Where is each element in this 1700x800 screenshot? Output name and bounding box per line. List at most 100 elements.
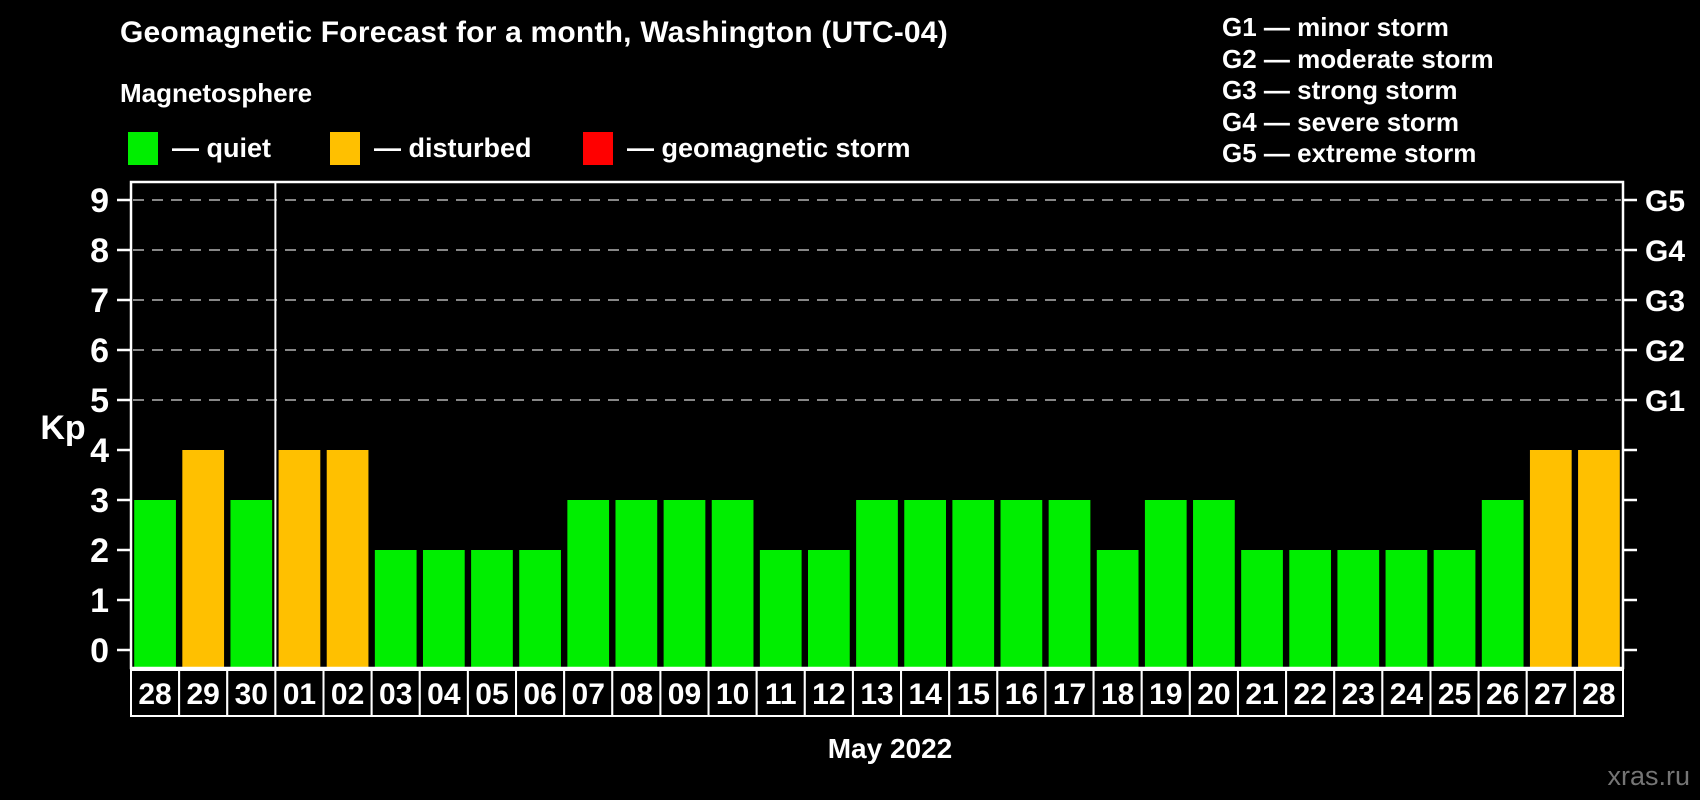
date-cell-label: 11 (765, 678, 797, 711)
kp-bar (1578, 450, 1620, 667)
date-cell-label: 05 (475, 678, 508, 711)
kp-bar (1193, 500, 1235, 667)
date-cell-label: 29 (187, 678, 220, 711)
date-cell (1381, 669, 1432, 717)
quiet-color-swatch (128, 131, 158, 165)
g-axis-label: G3 (1645, 285, 1685, 318)
legend-item-disturbed: — disturbed (330, 130, 532, 166)
kp-bar (567, 500, 610, 667)
legend-label-disturbed: — disturbed (374, 132, 532, 163)
kp-bar (1385, 550, 1428, 667)
date-cell-label: 01 (283, 678, 316, 711)
kp-bar (711, 500, 754, 667)
y-axis-title: Kp (40, 409, 85, 447)
g-scale-legend-line: G1 — minor storm (1222, 12, 1449, 42)
date-cell (1044, 669, 1095, 717)
kp-bar (1096, 550, 1139, 667)
kp-bar (182, 450, 225, 667)
kp-bar (856, 500, 898, 667)
g-scale-legend-line: G2 — moderate storm (1222, 43, 1494, 74)
date-cell-label: 09 (668, 678, 701, 711)
g-scale-legend-line: G3 — strong storm (1222, 75, 1458, 105)
legend-item-quiet: — quiet (128, 130, 271, 166)
kp-bar (952, 500, 995, 667)
kp-bar (904, 500, 946, 667)
date-cell-label: 08 (620, 678, 653, 711)
date-cell-label: 03 (379, 678, 412, 711)
y-tick-label: 6 (90, 332, 109, 370)
kp-bar (422, 550, 465, 667)
date-cell (1333, 669, 1384, 717)
disturbed-color-swatch (330, 131, 360, 165)
legend-label-storm: — geomagnetic storm (627, 132, 911, 163)
date-cell-label: 16 (1005, 678, 1038, 711)
date-cell (178, 669, 229, 717)
kp-bar (278, 450, 321, 667)
kp-bar (519, 550, 561, 667)
g-axis-label: G5 (1645, 185, 1685, 218)
kp-bar (471, 550, 513, 667)
date-cell (611, 669, 662, 717)
date-cell (226, 669, 277, 717)
date-cell-label: 23 (1342, 678, 1375, 711)
storm-color-swatch (583, 131, 613, 165)
kp-bar (1048, 500, 1091, 667)
date-cell (418, 669, 469, 717)
y-tick-label: 8 (90, 232, 109, 270)
chart-title: Geomagnetic Forecast for a month, Washin… (120, 16, 948, 49)
g-axis-label: G4 (1645, 235, 1685, 268)
watermark: xras.ru (1607, 761, 1690, 791)
kp-bar (374, 550, 417, 667)
date-cell-label: 12 (812, 678, 845, 711)
date-cell-label: 13 (860, 678, 893, 711)
kp-bar (1000, 500, 1043, 667)
date-cell (274, 669, 325, 717)
date-cell-label: 17 (1053, 678, 1086, 711)
date-cell-label: 07 (572, 678, 605, 711)
y-tick-label: 1 (90, 582, 109, 620)
kp-bar (759, 550, 802, 667)
date-cell-label: 30 (235, 678, 268, 711)
date-cell (130, 669, 181, 717)
date-cell-label: 25 (1438, 678, 1471, 711)
kp-bar (326, 450, 369, 667)
kp-bar (1433, 550, 1476, 667)
date-cell-label: 27 (1534, 678, 1567, 711)
date-cell (1477, 669, 1528, 717)
y-tick-label: 0 (90, 632, 109, 670)
date-cell-label: 02 (331, 678, 364, 711)
date-cell (707, 669, 758, 717)
date-cell (659, 669, 710, 717)
date-cell (370, 669, 421, 717)
kp-bar (1529, 450, 1572, 667)
kp-bar (1241, 550, 1283, 667)
y-tick-label: 4 (90, 432, 109, 470)
legend-label-quiet: — quiet (172, 132, 271, 163)
date-cell-label: 10 (716, 678, 749, 711)
date-cell-label: 19 (1149, 678, 1182, 711)
kp-bar (230, 500, 273, 667)
date-cell-label: 18 (1101, 678, 1134, 711)
date-cell-label: 14 (908, 678, 942, 711)
legend-item-storm: — geomagnetic storm (583, 130, 911, 166)
y-tick-label: 5 (90, 382, 109, 420)
kp-bar (615, 500, 658, 667)
date-cell (803, 669, 854, 717)
date-cell (851, 669, 903, 717)
kp-bar (1144, 500, 1187, 667)
plot-border (129, 180, 1625, 670)
y-tick-label: 7 (90, 282, 109, 320)
date-cell-label: 22 (1293, 678, 1326, 711)
g-scale-legend-line: G5 — extreme storm (1222, 138, 1477, 168)
x-axis-title: May 2022 (828, 733, 953, 764)
date-cell-label: 24 (1390, 678, 1424, 711)
date-cell-label: 28 (1582, 678, 1615, 711)
g-axis-label: G1 (1645, 385, 1685, 418)
kp-bar (1289, 550, 1332, 667)
y-tick-label: 3 (90, 482, 109, 520)
date-cell-label: 04 (427, 678, 461, 711)
kp-bar (808, 550, 850, 667)
kp-bar (663, 500, 706, 667)
